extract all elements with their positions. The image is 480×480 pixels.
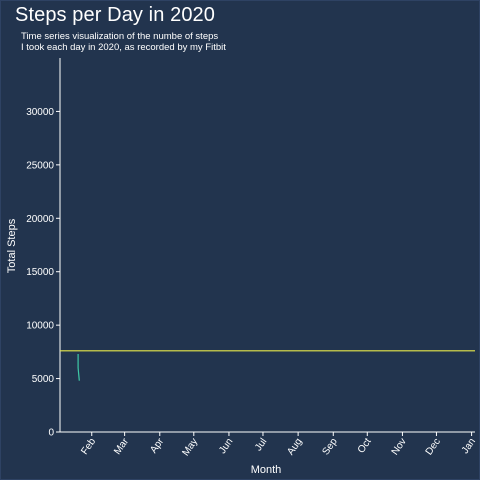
x-tick-label: Sep bbox=[321, 436, 340, 457]
y-tick-label: 10000 bbox=[26, 321, 54, 332]
x-tick-label: Aug bbox=[285, 436, 304, 457]
y-tick-label: 15000 bbox=[26, 267, 54, 278]
x-axis-title: Month bbox=[251, 464, 282, 476]
x-tick-label: Oct bbox=[356, 436, 374, 455]
x-tick-label: Apr bbox=[148, 436, 166, 456]
y-tick-label: 25000 bbox=[26, 160, 54, 171]
x-tick-label: Jun bbox=[217, 436, 235, 456]
y-axis-title: Total Steps bbox=[6, 218, 18, 273]
x-tick-label: Feb bbox=[79, 436, 98, 457]
chart-subtitle: Time series visualization of the numbe o… bbox=[21, 31, 226, 53]
x-tick-label: Dec bbox=[424, 436, 443, 457]
y-tick-label: 30000 bbox=[26, 107, 54, 118]
chart-title: Steps per Day in 2020 bbox=[15, 4, 216, 26]
x-tick-label: Mar bbox=[112, 436, 131, 457]
x-tick-label: Jan bbox=[460, 436, 478, 456]
y-tick-label: 20000 bbox=[26, 214, 54, 225]
y-tick-label: 0 bbox=[48, 428, 54, 439]
x-tick-label: Jul bbox=[253, 436, 269, 453]
x-tick-label: Nov bbox=[390, 436, 409, 457]
steps-series-line bbox=[77, 354, 80, 381]
y-tick-label: 5000 bbox=[32, 374, 55, 385]
x-tick-label: May bbox=[180, 436, 200, 458]
